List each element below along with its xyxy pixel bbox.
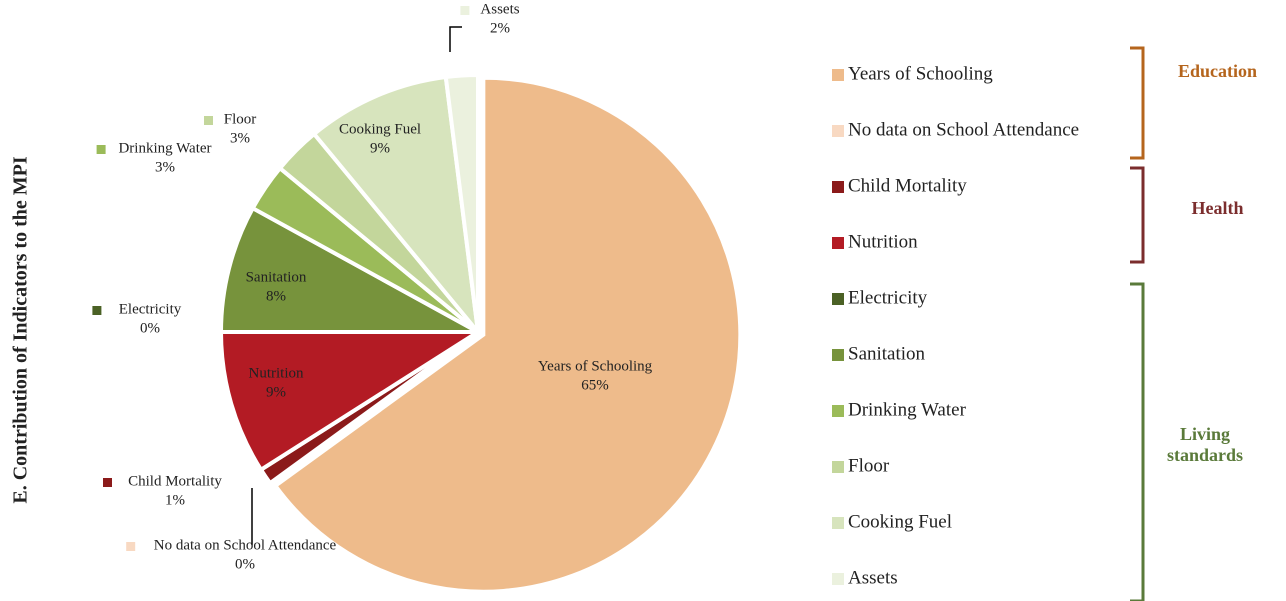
slice-label: Electricity	[119, 301, 182, 317]
group-label: Education	[1177, 61, 1258, 81]
slice-value-label: 1%	[165, 492, 185, 508]
legend-label: Child Mortality	[848, 175, 967, 196]
pie-slice	[311, 74, 481, 339]
slice-value-label: 0%	[235, 556, 255, 572]
slice-value-label: 0%	[140, 320, 160, 336]
legend-swatch	[832, 349, 844, 361]
slice-label: Floor	[224, 111, 257, 127]
legend-swatch	[832, 125, 844, 137]
slice-label: Drinking Water	[118, 140, 211, 156]
legend-swatch	[832, 517, 844, 529]
legend-label: Electricity	[848, 287, 928, 308]
leader-line	[449, 26, 462, 52]
pie-slice	[218, 330, 485, 473]
slice-value-label: 3%	[155, 159, 175, 175]
legend-swatch	[832, 237, 844, 249]
slice-label: Years of Schooling	[538, 358, 653, 374]
legend-swatch	[832, 293, 844, 305]
legend-swatch	[832, 461, 844, 473]
label-swatch	[204, 116, 213, 125]
legend-swatch	[832, 69, 844, 81]
slice-value-label: 8%	[266, 288, 286, 304]
slice-value-label: 9%	[370, 140, 390, 156]
slice-label: Assets	[480, 1, 519, 17]
legend-swatch	[832, 573, 844, 585]
label-swatch	[460, 6, 470, 15]
group-bracket	[1130, 166, 1145, 264]
slice-value-label: 2%	[490, 20, 510, 36]
slice-label: Sanitation	[246, 269, 307, 285]
label-swatch	[103, 478, 112, 487]
legend-label: Floor	[848, 455, 890, 476]
legend-label: No data on School Attendance	[848, 119, 1079, 140]
group-label: Living standards	[1166, 424, 1244, 465]
group-bracket	[1130, 46, 1145, 160]
slice-label: Child Mortality	[128, 473, 222, 489]
pie-slice	[218, 205, 479, 334]
legend-label: Sanitation	[848, 343, 926, 364]
legend-label: Cooking Fuel	[848, 511, 952, 532]
slice-label: Cooking Fuel	[339, 121, 421, 137]
slice-value-label: 9%	[266, 384, 286, 400]
label-swatch	[126, 542, 136, 551]
chart-title: E. Contribution of Indicators to the MPI	[10, 156, 32, 503]
group-label: Health	[1191, 198, 1244, 218]
legend-swatch	[832, 181, 844, 193]
legend-label: Assets	[848, 567, 898, 588]
label-swatch	[96, 145, 106, 154]
legend-label: Nutrition	[848, 231, 918, 252]
slice-label: Nutrition	[249, 365, 304, 381]
label-swatch	[92, 306, 102, 315]
legend-label: Years of Schooling	[848, 63, 993, 84]
slice-value-label: 65%	[581, 377, 609, 393]
slice-value-label: 3%	[230, 130, 250, 146]
legend-label: Drinking Water	[848, 399, 967, 420]
pie-slice	[443, 72, 480, 333]
slice-label: No data on School Attendance	[154, 537, 337, 553]
legend-swatch	[832, 405, 844, 417]
group-bracket	[1130, 282, 1145, 601]
pie-slice	[272, 75, 743, 594]
